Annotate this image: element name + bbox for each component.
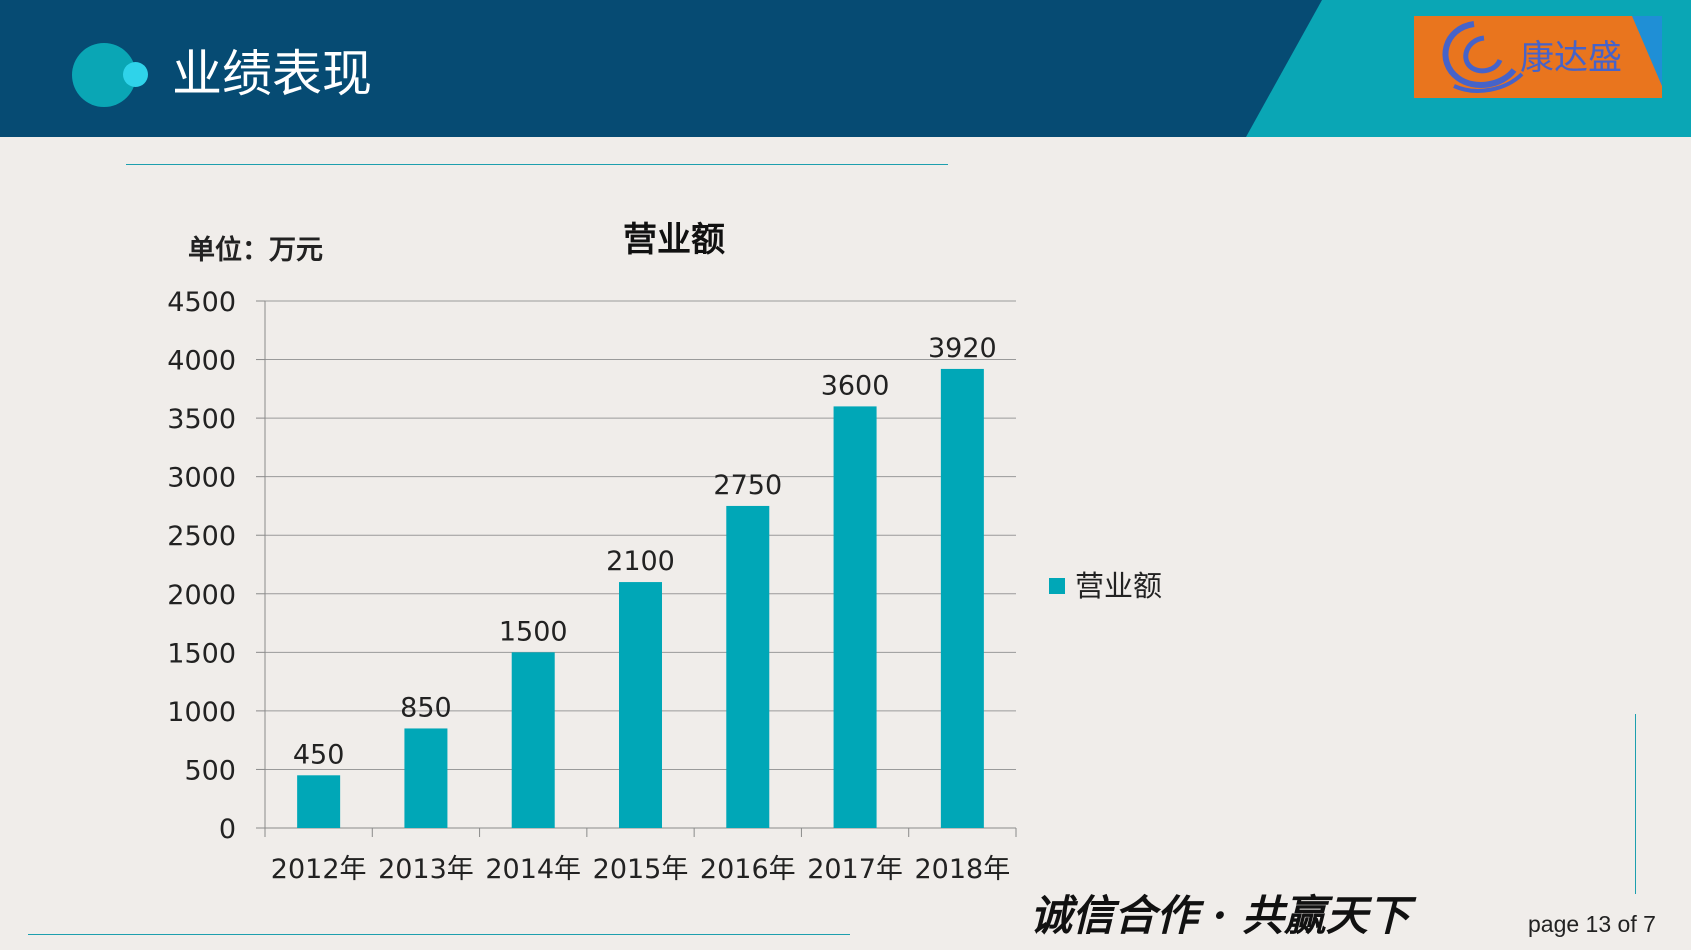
x-tick-label: 2016年: [700, 854, 796, 885]
right-divider: [1635, 714, 1636, 894]
x-tick-label: 2017年: [807, 854, 903, 885]
x-tick-label: 2012年: [271, 854, 367, 885]
y-tick-label: 500: [184, 755, 236, 786]
unit-label: 单位：万元: [188, 235, 323, 266]
x-tick-label: 2015年: [593, 854, 689, 885]
data-label: 3920: [928, 333, 997, 364]
y-tick-label: 0: [219, 814, 236, 845]
top-divider: [126, 164, 948, 165]
logo-text: 康达盛: [1520, 38, 1622, 78]
data-label: 2750: [713, 470, 782, 501]
bars: [297, 368, 984, 828]
legend-swatch: [1049, 578, 1065, 594]
y-tick-label: 1000: [167, 697, 236, 728]
bar-2012年: [297, 775, 341, 828]
page-title: 业绩表现: [172, 45, 372, 103]
title-dot-icon: [123, 62, 148, 87]
data-label: 3600: [821, 370, 890, 401]
bar-2013年: [404, 728, 448, 828]
bottom-divider: [28, 934, 850, 935]
x-tick-label: 2014年: [485, 854, 581, 885]
bar-2018年: [940, 368, 984, 828]
company-logo: 康达盛: [1414, 16, 1662, 98]
y-tick-label: 2500: [167, 521, 236, 552]
legend-label: 营业额: [1075, 569, 1162, 603]
slogan: 诚信合作 · 共赢天下: [1030, 891, 1410, 940]
data-label: 2100: [606, 546, 675, 577]
data-label: 850: [400, 692, 452, 723]
y-tick-label: 1500: [167, 638, 236, 669]
data-labels: 450 850 1500 2100 2750 3600 3920: [293, 333, 997, 770]
y-tick-label: 4000: [167, 346, 236, 377]
bar-2015年: [619, 582, 662, 828]
bar-2017年: [833, 406, 877, 828]
swirl-icon: [1442, 16, 1662, 93]
page-number: page 13 of 7: [1528, 911, 1656, 937]
data-label: 1500: [499, 616, 568, 647]
axes: 0 500 1000 1500 2000 2500 3000 3500 4000 4500 2012…: [167, 287, 1017, 885]
legend: 营业额: [1049, 569, 1162, 603]
bar-2014年: [511, 652, 555, 828]
x-tick-label: 2018年: [914, 854, 1010, 885]
chart-title: 营业额: [623, 220, 725, 260]
y-tick-label: 2000: [167, 580, 236, 611]
y-tick-label: 4500: [167, 287, 236, 318]
data-label: 450: [293, 739, 345, 770]
y-tick-label: 3000: [167, 463, 236, 494]
bar-2016年: [726, 505, 770, 828]
x-tick-label: 2013年: [378, 854, 474, 885]
y-tick-label: 3500: [167, 404, 236, 435]
